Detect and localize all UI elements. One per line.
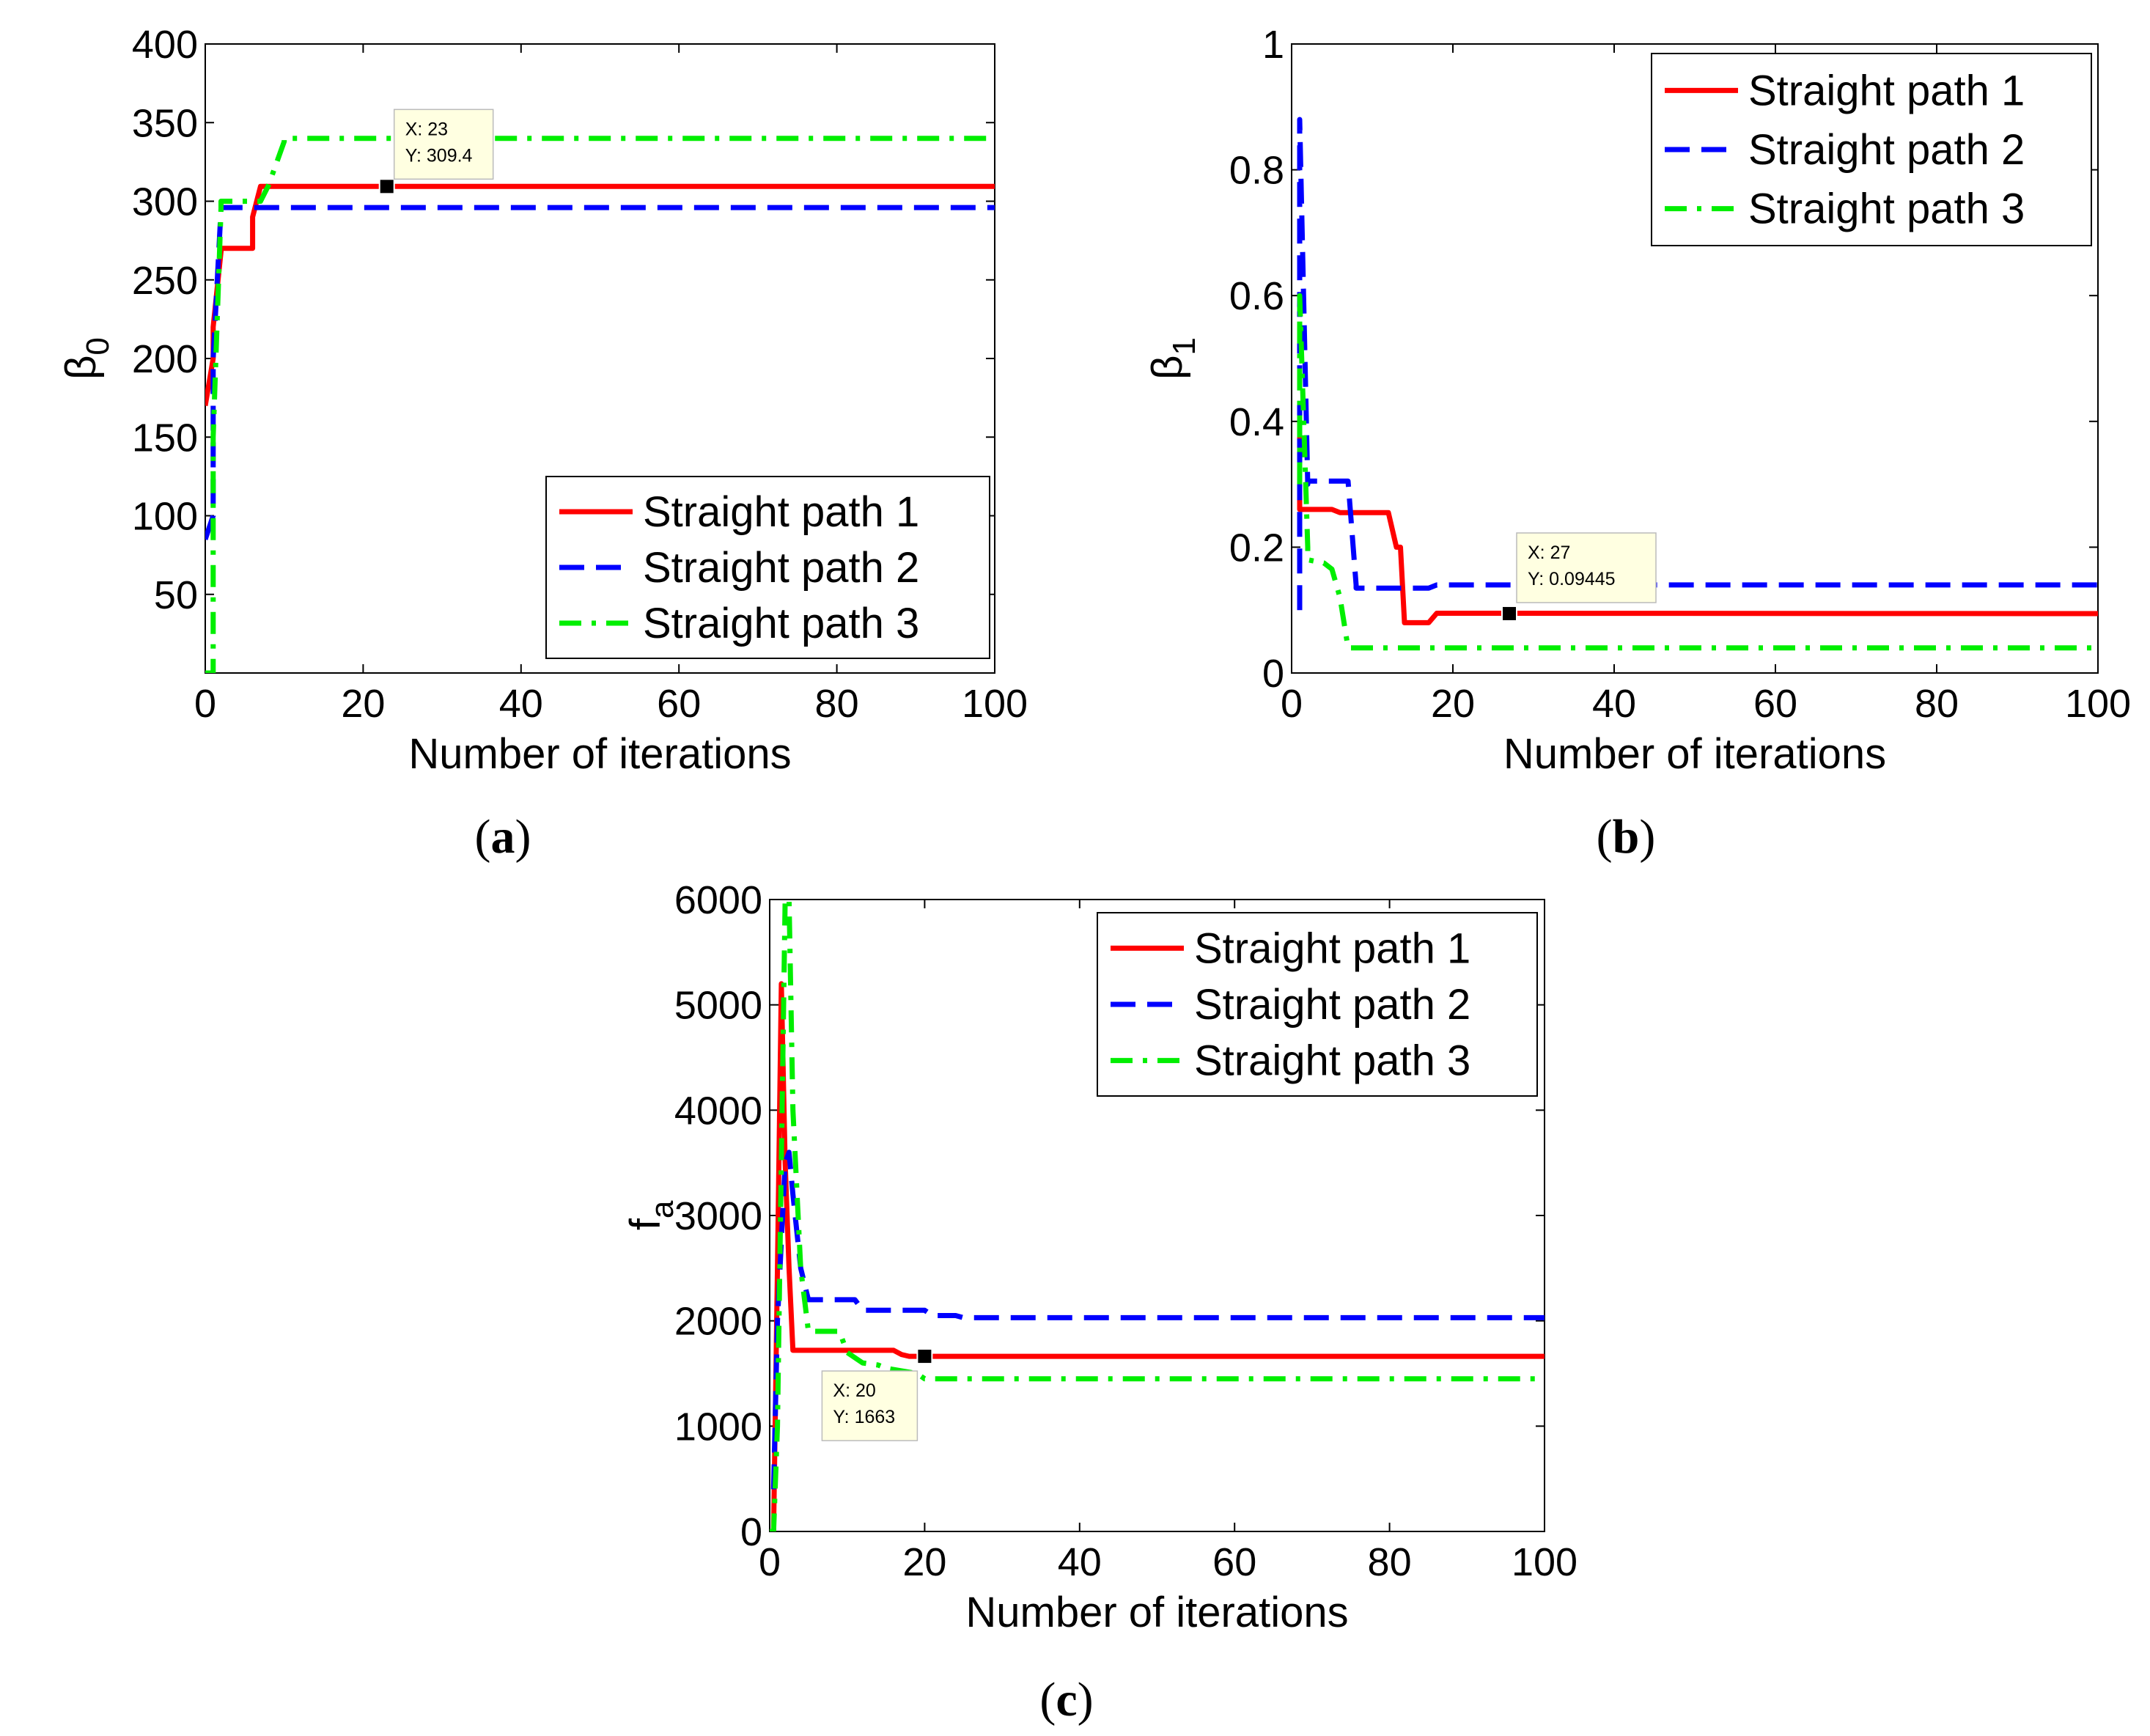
series-line-path-1 (1297, 421, 2098, 625)
y-tick-label: 400 (132, 23, 198, 67)
x-axis-label: Number of iterations (408, 730, 791, 778)
y-axis-label-subscript: 0 (80, 337, 116, 355)
legend-label-path-1: Straight path 1 (643, 488, 919, 536)
y-axis-label-subscript: a (644, 1200, 680, 1218)
datatip-box (1516, 532, 1657, 603)
y-tick-label: 0.4 (1229, 400, 1284, 444)
x-tick-label: 100 (962, 682, 1028, 726)
datatip-line: X: 27 (1528, 542, 1570, 563)
y-tick-label: 3000 (674, 1194, 762, 1238)
y-tick-label: 0.2 (1229, 526, 1284, 570)
y-tick-label: 6000 (674, 878, 762, 922)
y-axis-label: fa (622, 1200, 680, 1230)
datatip-marker (916, 1348, 933, 1365)
y-axis-label-subscript: 1 (1166, 337, 1202, 355)
legend-label-path-2: Straight path 2 (1194, 981, 1470, 1029)
y-tick-label: 0.6 (1229, 274, 1284, 318)
y-axis-label: β1 (1144, 337, 1202, 380)
y-tick-label: 200 (132, 337, 198, 381)
legend-label-path-2: Straight path 2 (1748, 126, 2025, 174)
legend-label-path-1: Straight path 1 (1748, 67, 2025, 114)
datatip-line: X: 20 (833, 1380, 875, 1401)
x-tick-label: 0 (1281, 682, 1303, 726)
datatip-box (393, 108, 494, 180)
x-tick-label: 100 (2065, 682, 2131, 726)
y-tick-label: 0.8 (1229, 149, 1284, 193)
y-axis-label-symbol: β (1144, 356, 1191, 380)
legend-label-path-3: Straight path 3 (1748, 185, 2025, 233)
x-tick-label: 40 (1058, 1540, 1102, 1584)
series-line-path-2 (1297, 117, 2098, 611)
x-tick-label: 40 (1592, 682, 1636, 726)
chart-panel-a: 0 20 40 60 80 100 50 100 150 200 250 300 350 400 Numbe… (57, 23, 1028, 778)
datatip-line: X: 23 (405, 119, 448, 139)
y-tick-label: 150 (132, 416, 198, 460)
x-tick-label: 80 (1915, 682, 1959, 726)
x-tick-label: 60 (1212, 1540, 1256, 1584)
x-tick-label: 80 (815, 682, 859, 726)
y-tick-label: 300 (132, 180, 198, 224)
panel-label-c: (c) (1039, 1673, 1093, 1726)
datatip-marker (378, 178, 395, 195)
x-tick-label: 20 (1431, 682, 1475, 726)
datatip-box (821, 1370, 918, 1441)
datatip-line: Y: 0.09445 (1528, 569, 1616, 589)
x-tick-label: 20 (902, 1540, 946, 1584)
datatip-line: Y: 1663 (833, 1407, 895, 1427)
y-tick-label: 0 (1262, 652, 1284, 696)
legend-label-path-2: Straight path 2 (643, 544, 919, 592)
series-line-path-2 (770, 1150, 1545, 1490)
y-tick-label: 5000 (674, 984, 762, 1028)
y-tick-label: 250 (132, 259, 198, 303)
x-tick-label: 60 (657, 682, 701, 726)
y-tick-label: 1000 (674, 1405, 762, 1449)
x-tick-label: 40 (499, 682, 543, 726)
x-tick-label: 20 (341, 682, 385, 726)
x-tick-label: 60 (1753, 682, 1797, 726)
datatip-line: Y: 309.4 (405, 145, 473, 166)
x-tick-label: 100 (1512, 1540, 1577, 1584)
y-tick-label: 2000 (674, 1300, 762, 1344)
y-tick-label: 50 (154, 573, 198, 617)
y-tick-label: 4000 (674, 1089, 762, 1133)
datatip-marker (1501, 605, 1517, 622)
chart-panel-c: 0 20 40 60 80 1000100020003000400050006000Num… (622, 878, 1577, 1636)
y-tick-label: 0 (740, 1510, 762, 1554)
x-axis-label: Number of iterations (1503, 730, 1886, 778)
x-tick-label: 80 (1368, 1540, 1412, 1584)
y-axis-label-symbol: f (622, 1218, 669, 1230)
y-tick-label: 100 (132, 495, 198, 539)
y-axis-label: β0 (57, 337, 116, 380)
y-tick-label: 1 (1262, 23, 1284, 67)
x-axis-label: Number of iterations (965, 1589, 1348, 1636)
x-tick-label: 0 (759, 1540, 781, 1584)
legend-label-path-3: Straight path 3 (1194, 1037, 1470, 1085)
x-tick-label: 0 (194, 682, 216, 726)
y-tick-label: 350 (132, 101, 198, 145)
legend-label-path-1: Straight path 1 (1194, 924, 1470, 972)
panel-label-a: (a) (475, 810, 531, 864)
chart-panel-b: 0 20 40 60 80 100 0 0.2 0.4 0.6 0.8 1 Number of iter… (1144, 23, 2131, 778)
series-line-path-3 (1297, 293, 2098, 651)
legend-label-path-3: Straight path 3 (643, 600, 919, 647)
y-axis-label-symbol: β (57, 356, 105, 380)
panel-label-b: (b) (1597, 810, 1656, 864)
